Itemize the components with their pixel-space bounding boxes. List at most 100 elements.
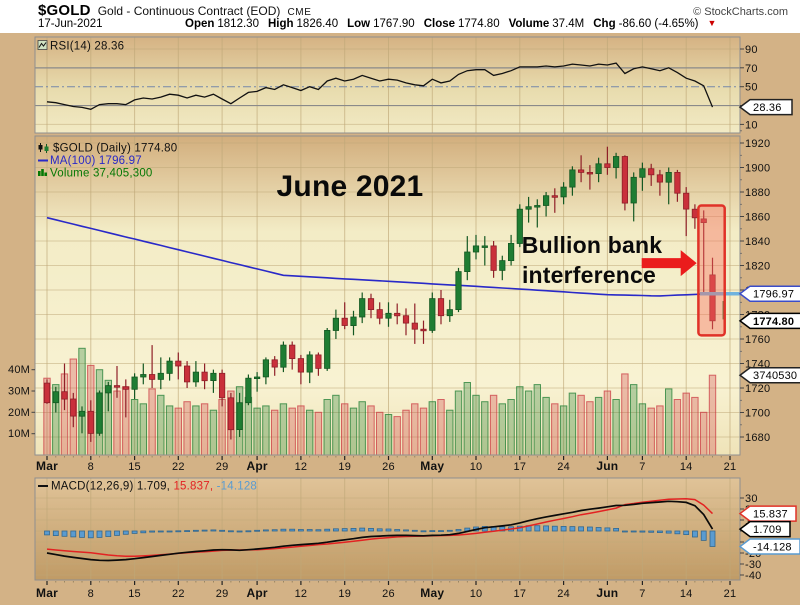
callout-value: 1774.80	[753, 316, 794, 328]
candle-body	[455, 271, 462, 311]
histogram-bar	[639, 530, 646, 533]
price-panel-border	[34, 135, 741, 456]
histogram-bar	[455, 529, 462, 532]
date-label: 10	[470, 588, 483, 600]
quote-date: 17-Jun-2021	[38, 18, 103, 30]
candle-body	[245, 377, 252, 404]
volume-bar	[673, 399, 682, 456]
candlesticks	[43, 146, 716, 442]
histogram-bar	[79, 530, 85, 538]
date-label: Apr	[247, 586, 268, 600]
histogram-bar	[87, 530, 94, 539]
macd-value-callout: 1.709	[738, 520, 791, 538]
histogram-bar	[280, 528, 287, 532]
macd-tick-label: 30	[745, 493, 758, 505]
date-label: Jun	[596, 586, 618, 600]
volume-bar	[481, 401, 489, 456]
candle-body	[157, 372, 164, 380]
volume-bar	[533, 384, 541, 456]
candle-body	[464, 251, 471, 273]
callout-value: 3740530	[753, 370, 797, 382]
volume-bar	[192, 405, 200, 456]
date-label: 24	[557, 588, 570, 600]
histogram-bar	[105, 530, 112, 537]
candle-body	[639, 168, 646, 178]
histogram-bar	[271, 529, 278, 532]
volume-bar	[200, 403, 209, 456]
histogram-bar	[385, 528, 392, 532]
histogram-bar	[665, 530, 672, 534]
rsi-tick-label: 70	[745, 63, 758, 75]
histogram-bar	[122, 530, 129, 535]
candle-body	[490, 245, 497, 271]
date-label: Mar	[36, 459, 58, 473]
candle-body	[586, 171, 594, 175]
volume-tick-label: 10M	[8, 428, 30, 440]
date-label: 29	[216, 588, 229, 600]
ma-legend: MA(100) 1796.97	[50, 155, 142, 167]
candle-body	[709, 274, 716, 322]
volume-bar	[148, 388, 156, 456]
candle-body	[113, 385, 121, 388]
candle-body	[306, 354, 313, 373]
stockcharts-credit-link[interactable]: © StockCharts.com	[693, 6, 788, 18]
candle-body	[648, 168, 655, 176]
date-label: 12	[295, 588, 308, 600]
candle-body	[402, 315, 410, 324]
rsi-gridlines	[35, 48, 740, 125]
histogram-bar	[166, 530, 173, 533]
volume-bar	[253, 407, 261, 456]
chart-header: $GOLD Gold - Continuous Contract (EOD) C…	[0, 0, 800, 33]
histogram-bar	[534, 525, 541, 532]
price-tick-label: 1820	[745, 261, 770, 273]
histogram-bar	[332, 528, 339, 532]
quote-field-low: Low 1767.90	[347, 18, 415, 30]
candlestick-icon	[38, 143, 49, 153]
date-label: 14	[680, 461, 693, 473]
candle-body	[394, 312, 401, 317]
volume-bar	[586, 401, 594, 456]
volume-icon	[38, 169, 47, 176]
volume-bar	[516, 386, 524, 456]
volume-bar	[358, 401, 366, 456]
volume-bar	[612, 399, 620, 456]
histogram-bar	[157, 530, 164, 533]
volume-bar	[463, 382, 472, 456]
date-label: 19	[338, 588, 351, 600]
date-label: Apr	[247, 459, 268, 473]
volume-bar	[419, 407, 428, 456]
volume-bar	[708, 374, 717, 456]
macd-signal-callout: 15.837	[738, 505, 797, 522]
rsi-value-callout: 28.36	[738, 98, 793, 116]
exchange-label: CME	[287, 7, 312, 18]
volume-bar	[376, 411, 384, 456]
histogram-bar	[96, 530, 103, 538]
close-value-callout: 1774.80	[738, 312, 800, 330]
histogram-bar	[403, 529, 409, 532]
candle-body	[280, 344, 287, 368]
candle-body	[411, 322, 418, 330]
histogram-bar	[192, 529, 199, 532]
histogram-bar	[175, 530, 182, 533]
candle-body	[543, 195, 550, 206]
volume-bar	[384, 414, 393, 456]
candle-body	[218, 372, 226, 399]
volume-bar	[568, 392, 577, 456]
candle-body	[236, 402, 243, 431]
volume-bar	[559, 405, 568, 456]
histogram-bar	[394, 529, 401, 532]
candle-body	[175, 360, 182, 367]
candle-body	[87, 410, 94, 434]
candle-body	[289, 344, 296, 360]
histogram-bar	[262, 529, 269, 532]
interference-highlight-box	[697, 204, 726, 337]
histogram-bar	[613, 528, 619, 532]
annotation-text-line2: interference	[522, 262, 656, 288]
candle-body	[437, 298, 445, 317]
volume-legend: Volume 37,405,300	[50, 168, 153, 180]
volume-bar	[139, 403, 148, 456]
histogram-bar	[131, 530, 138, 534]
price-tick-label: 1860	[745, 212, 770, 224]
volume-bar	[542, 396, 550, 456]
